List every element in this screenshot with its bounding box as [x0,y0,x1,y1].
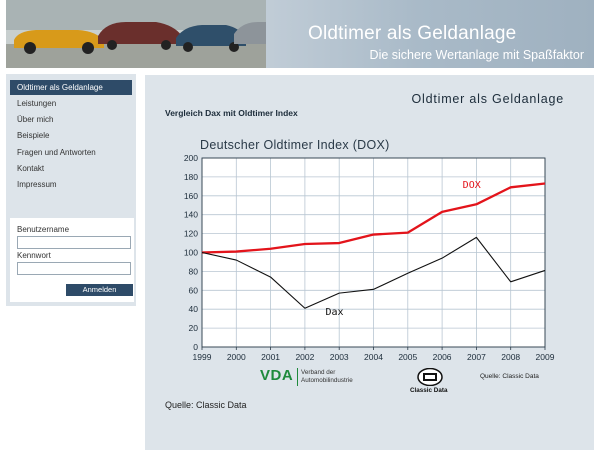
x-tick-label: 2008 [501,352,520,362]
vda-logo-text-line1: Verband der [301,369,336,376]
y-tick-label: 140 [184,210,198,220]
vda-logo-letters: VDA [260,367,294,384]
sidebar-item-fragen-und-antworten[interactable]: Fragen und Antworten [17,148,96,157]
chart-source-small: Quelle: Classic Data [480,373,539,380]
x-tick-label: 1999 [193,352,212,362]
site-header: Oldtimer als Geldanlage Die sichere Wert… [6,0,594,68]
username-label: Benutzername [17,225,70,234]
x-tick-label: 2000 [227,352,246,362]
login-form: Benutzername Kennwort Anmelden [10,218,134,302]
series-line-dax [201,236,546,309]
x-tick-label: 2003 [330,352,349,362]
site-subtitle: Die sichere Wertanlage mit Spaßfaktor [369,48,584,62]
y-tick-label: 40 [189,304,199,314]
section-heading: Vergleich Dax mit Oldtimer Index [165,108,298,118]
sidebar-item-leistungen[interactable]: Leistungen [17,99,57,108]
y-tick-label: 200 [184,153,198,163]
sidebar-item-ueber-mich[interactable]: Über mich [17,115,54,124]
main-content: Oldtimer als Geldanlage Vergleich Dax mi… [145,75,594,450]
vda-logo-text: Verband der Automobilindustrie [301,369,353,384]
sidebar-item-impressum[interactable]: Impressum [17,180,57,189]
y-tick-label: 160 [184,191,198,201]
chart-title: Deutscher Oldtimer Index (DOX) [200,138,390,152]
password-input[interactable] [17,262,131,275]
series-line-dox [201,182,546,254]
vda-logo: VDA Verband der Automobilindustrie [260,367,365,389]
x-tick-label: 2001 [261,352,280,362]
classic-data-logo: Classic Data [407,368,457,396]
series-label-dox: DOX [463,180,481,191]
password-label: Kennwort [17,251,51,260]
site-title: Oldtimer als Geldanlage [308,23,517,44]
x-tick-label: 2006 [433,352,452,362]
login-button[interactable]: Anmelden [66,284,133,296]
sidebar-item-beispiele[interactable]: Beispiele [17,131,50,140]
x-tick-label: 2005 [398,352,417,362]
series-label-dax: Dax [325,307,343,318]
vda-logo-divider [297,368,298,386]
classic-data-logo-text: Classic Data [410,387,448,394]
vda-logo-text-line2: Automobilindustrie [301,376,353,384]
x-tick-label: 2004 [364,352,383,362]
x-tick-label: 2007 [467,352,486,362]
dox-line-chart: 0 20 40 60 80 100 120 140 160 180 200 1999 2000 2001 2… [184,153,555,362]
y-tick-label: 100 [184,248,198,258]
y-tick-label: 60 [189,285,199,295]
username-input[interactable] [17,236,131,249]
source-text: Quelle: Classic Data [165,400,247,410]
page-title: Oldtimer als Geldanlage [411,92,564,106]
y-tick-label: 80 [189,266,199,276]
classic-cars-banner-image [6,0,266,68]
x-tick-label: 2002 [295,352,314,362]
y-tick-label: 120 [184,229,198,239]
sidebar-item-oldtimer-als-geldanlage[interactable]: Oldtimer als Geldanlage [10,80,132,95]
y-tick-label: 20 [189,323,199,333]
y-tick-label: 180 [184,172,198,182]
classic-data-emblem-icon [417,368,443,386]
x-tick-label: 2009 [536,352,555,362]
sidebar-item-kontakt[interactable]: Kontakt [17,164,45,173]
sidebar: Oldtimer als Geldanlage Leistungen Über … [6,74,136,306]
y-tick-label: 0 [193,342,198,352]
